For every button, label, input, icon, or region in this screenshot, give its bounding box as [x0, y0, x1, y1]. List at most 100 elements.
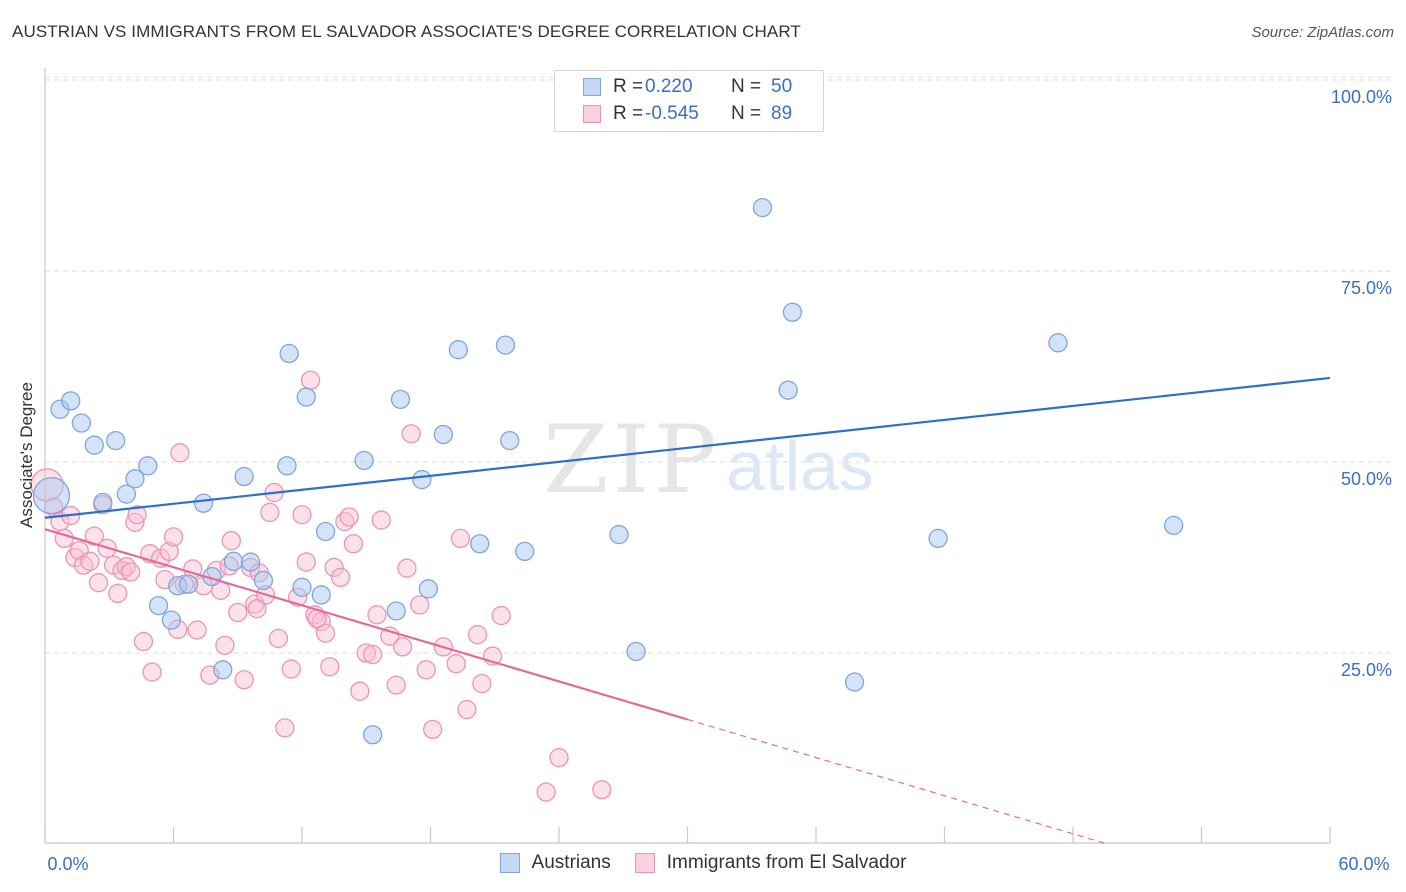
chart-title: AUSTRIAN VS IMMIGRANTS FROM EL SALVADOR … — [12, 22, 801, 41]
legend-label: Austrians — [531, 852, 611, 873]
data-point-el-salvador — [275, 718, 295, 738]
legend-swatch-blue — [583, 78, 601, 96]
data-point-el-salvador — [401, 424, 421, 444]
data-point-el-salvador — [228, 602, 248, 623]
data-point-austrians — [1164, 515, 1184, 536]
data-point-austrians — [138, 456, 158, 476]
legend-r-label: R = — [613, 103, 644, 124]
data-point-austrians — [778, 380, 798, 400]
source-label: Source: ZipAtlas.com — [1251, 24, 1394, 41]
data-point-el-salvador — [170, 443, 190, 463]
data-point-austrians — [311, 585, 331, 605]
data-point-austrians — [240, 552, 261, 572]
data-point-el-salvador — [234, 670, 254, 690]
data-point-el-salvador — [187, 620, 207, 640]
legend-n-value: 50 — [771, 76, 793, 97]
series-legend: Austrians Immigrants from El Salvador — [0, 852, 1406, 874]
legend-swatch-pink — [583, 105, 601, 123]
data-point-el-salvador — [142, 662, 162, 682]
data-point-austrians — [315, 521, 336, 542]
legend-item-austrians[interactable]: Austrians — [499, 852, 611, 874]
data-point-el-salvador — [320, 657, 340, 677]
data-point-el-salvador — [363, 644, 383, 665]
data-point-austrians — [106, 430, 126, 451]
data-point-el-salvador — [450, 528, 471, 549]
data-point-austrians — [61, 391, 81, 411]
data-point-austrians — [626, 641, 646, 662]
data-point-el-salvador — [422, 719, 443, 740]
data-point-austrians — [448, 340, 468, 360]
data-point-austrians — [515, 541, 535, 562]
trend-line-el-salvador-extrapolated — [687, 718, 1108, 845]
data-point-el-salvador — [268, 628, 289, 649]
data-point-austrians — [495, 335, 516, 355]
y-tick-label: 25.0% — [1341, 660, 1392, 680]
data-point-austrians — [193, 493, 214, 513]
data-point-el-salvador — [88, 573, 109, 593]
y-axis-label: Associate's Degree — [17, 382, 36, 528]
data-point-el-salvador — [536, 782, 556, 802]
data-point-el-salvador — [125, 512, 145, 533]
watermark: ZIP atlas — [543, 406, 874, 515]
data-point-austrians — [844, 672, 865, 692]
data-point-el-salvador — [127, 505, 147, 525]
correlation-legend: R = 0.220 N = 50 R = -0.545 N = 89 — [554, 70, 824, 132]
data-point-el-salvador — [386, 675, 406, 695]
data-point-austrians — [178, 574, 199, 594]
trend-line-austrians — [44, 376, 1331, 519]
trend-lines — [44, 376, 1331, 845]
data-point-el-salvador — [549, 748, 569, 768]
data-point-el-salvador — [367, 605, 387, 625]
legend-row-austrians: R = 0.220 N = 50 — [555, 74, 792, 100]
data-point-el-salvador — [410, 595, 430, 615]
legend-label: Immigrants from El Salvador — [666, 852, 907, 873]
y-tick-label: 50.0% — [1341, 469, 1392, 489]
data-point-austrians — [161, 610, 182, 630]
trend-line-el-salvador — [44, 528, 688, 721]
data-point-el-salvador — [356, 643, 376, 663]
data-point-austrians — [279, 343, 299, 364]
x-tick-label: 60.0% — [1338, 854, 1389, 874]
data-point-austrians — [928, 528, 948, 549]
data-point-el-salvador — [300, 370, 321, 390]
data-point-austrians — [277, 456, 297, 476]
data-point-austrians — [470, 534, 490, 554]
legend-r-label: R = — [613, 76, 644, 97]
x-tick-label: 0.0% — [47, 854, 88, 874]
data-point-el-salvador — [108, 583, 128, 604]
tick-labels: 25.0% 50.0% 75.0% 100.0% 0.0% 60.0% — [47, 87, 1392, 874]
data-point-austrians — [500, 430, 520, 451]
data-point-el-salvador — [457, 699, 477, 720]
data-point-austrians — [1048, 333, 1068, 353]
data-point-austrians — [116, 484, 137, 504]
data-point-el-salvador — [467, 625, 488, 645]
data-point-el-salvador — [221, 531, 241, 551]
data-point-austrians — [125, 469, 145, 489]
data-point-el-salvador — [315, 623, 336, 643]
data-point-austrians — [412, 469, 432, 490]
data-point-austrians — [782, 302, 803, 322]
data-point-austrians — [752, 197, 773, 218]
data-point-austrians — [292, 577, 312, 597]
legend-n-label: N = — [731, 76, 762, 97]
data-point-el-salvador — [296, 552, 316, 572]
data-point-el-salvador — [592, 780, 612, 800]
data-point-austrians — [32, 476, 71, 515]
data-point-austrians — [433, 424, 454, 445]
data-point-el-salvador — [416, 660, 436, 680]
data-point-austrians — [354, 450, 374, 471]
y-tick-label: 100.0% — [1331, 87, 1392, 107]
data-point-austrians — [234, 466, 254, 487]
data-point-el-salvador — [343, 534, 364, 554]
data-point-el-salvador — [324, 557, 344, 578]
legend-swatch-pink — [634, 853, 655, 873]
data-point-el-salvador — [163, 527, 184, 547]
legend-row-el-salvador: R = -0.545 N = 89 — [555, 101, 792, 127]
legend-item-el-salvador[interactable]: Immigrants from El Salvador — [634, 852, 907, 874]
data-point-austrians — [84, 435, 104, 455]
data-point-austrians — [386, 601, 406, 621]
data-point-el-salvador — [159, 541, 179, 562]
data-point-el-salvador — [80, 551, 100, 571]
data-point-el-salvador — [292, 505, 312, 525]
data-point-el-salvador — [339, 507, 359, 527]
